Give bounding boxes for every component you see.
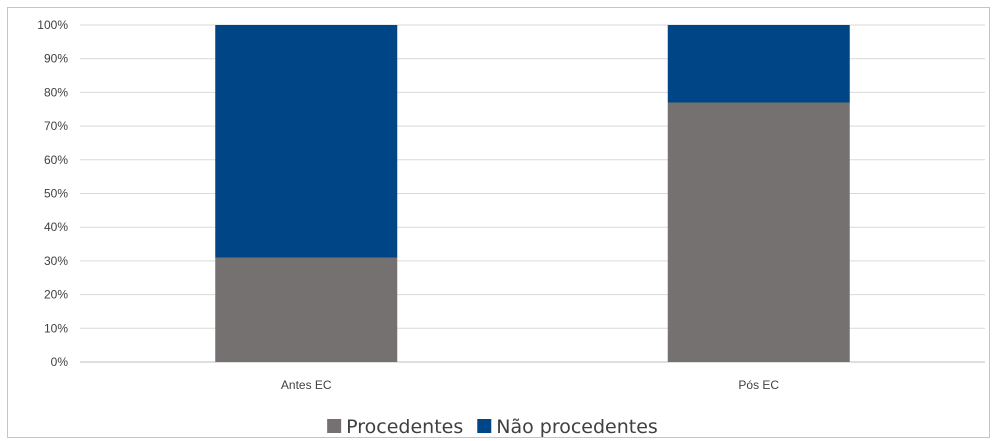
legend-swatch <box>477 419 492 433</box>
bars <box>215 25 850 362</box>
legend-label: Procedentes <box>346 416 463 438</box>
y-tick-label: 50% <box>44 187 68 201</box>
x-category-label: Pós EC <box>738 378 779 392</box>
bar-segment <box>215 25 398 258</box>
y-tick-label: 100% <box>37 18 68 32</box>
legend-swatch <box>327 419 342 433</box>
y-tick-label: 60% <box>44 153 68 167</box>
y-tick-label: 80% <box>44 85 68 99</box>
legend-item: Não procedentes <box>477 416 658 438</box>
legend: Procedentes Não procedentes <box>327 416 658 438</box>
y-axis-tick-labels: 0% 10% 20% 30% 40% 50% 60% 70% 80% 90% 100% <box>37 18 68 369</box>
y-tick-label: 70% <box>44 119 68 133</box>
bar-segment <box>667 102 850 362</box>
y-tick-label: 0% <box>51 355 69 369</box>
bar-segment <box>667 25 850 103</box>
x-category-label: Antes EC <box>281 378 332 392</box>
y-tick-label: 30% <box>44 254 68 268</box>
y-tick-label: 20% <box>44 288 68 302</box>
legend-item: Procedentes <box>327 416 463 438</box>
y-tick-label: 40% <box>44 220 68 234</box>
y-tick-label: 90% <box>44 52 68 66</box>
bar-segment <box>215 257 398 362</box>
y-tick-label: 10% <box>44 321 68 335</box>
x-axis-category-labels: Antes EC Pós EC <box>281 378 780 392</box>
legend-label: Não procedentes <box>496 416 658 438</box>
